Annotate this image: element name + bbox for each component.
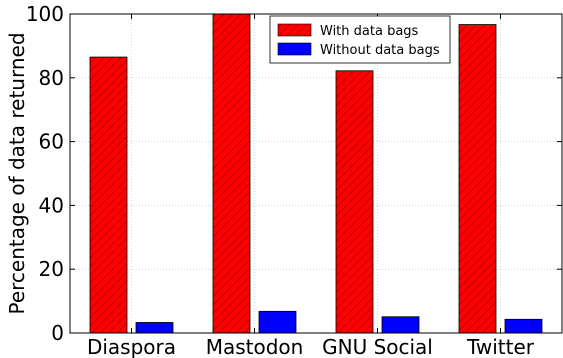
- plot-frame: [69, 13, 563, 334]
- y-tick-label: 20: [39, 257, 64, 281]
- y-tick-label: 0: [51, 321, 64, 345]
- bar-without-diaspora: [135, 322, 174, 334]
- x-tick-label: GNU Social: [322, 335, 433, 358]
- bars-group: [89, 13, 543, 334]
- bar-with-diaspora: [89, 56, 128, 334]
- y-tick-label: 60: [39, 130, 64, 154]
- legend-label: Without data bags: [320, 43, 440, 58]
- legend-swatch: [277, 42, 312, 56]
- bar-with-gnu-social: [335, 70, 374, 334]
- bar-without-gnu-social: [381, 316, 420, 334]
- x-tick-label: Mastodon: [206, 335, 304, 358]
- legend-swatch: [277, 23, 312, 37]
- y-tick-label: 40: [39, 193, 64, 217]
- y-tick-label: 80: [39, 66, 64, 90]
- bar-with-twitter: [458, 24, 497, 334]
- x-tick-label: Diaspora: [87, 335, 176, 358]
- bar-without-mastodon: [258, 310, 297, 334]
- y-tick-label: 100: [26, 2, 64, 26]
- x-axis-ticks: Diaspora Mastodon GNU Social Twitter: [87, 14, 535, 358]
- y-axis-label: Percentage of data returned: [5, 32, 29, 314]
- y-axis-ticks: 0 20 40 60 80 100: [26, 2, 562, 345]
- bar-without-twitter: [504, 318, 543, 334]
- legend: With data bags Without data bags: [269, 15, 451, 64]
- bar-with-mastodon: [212, 13, 251, 334]
- x-tick-label: Twitter: [466, 335, 535, 358]
- legend-label: With data bags: [320, 24, 419, 39]
